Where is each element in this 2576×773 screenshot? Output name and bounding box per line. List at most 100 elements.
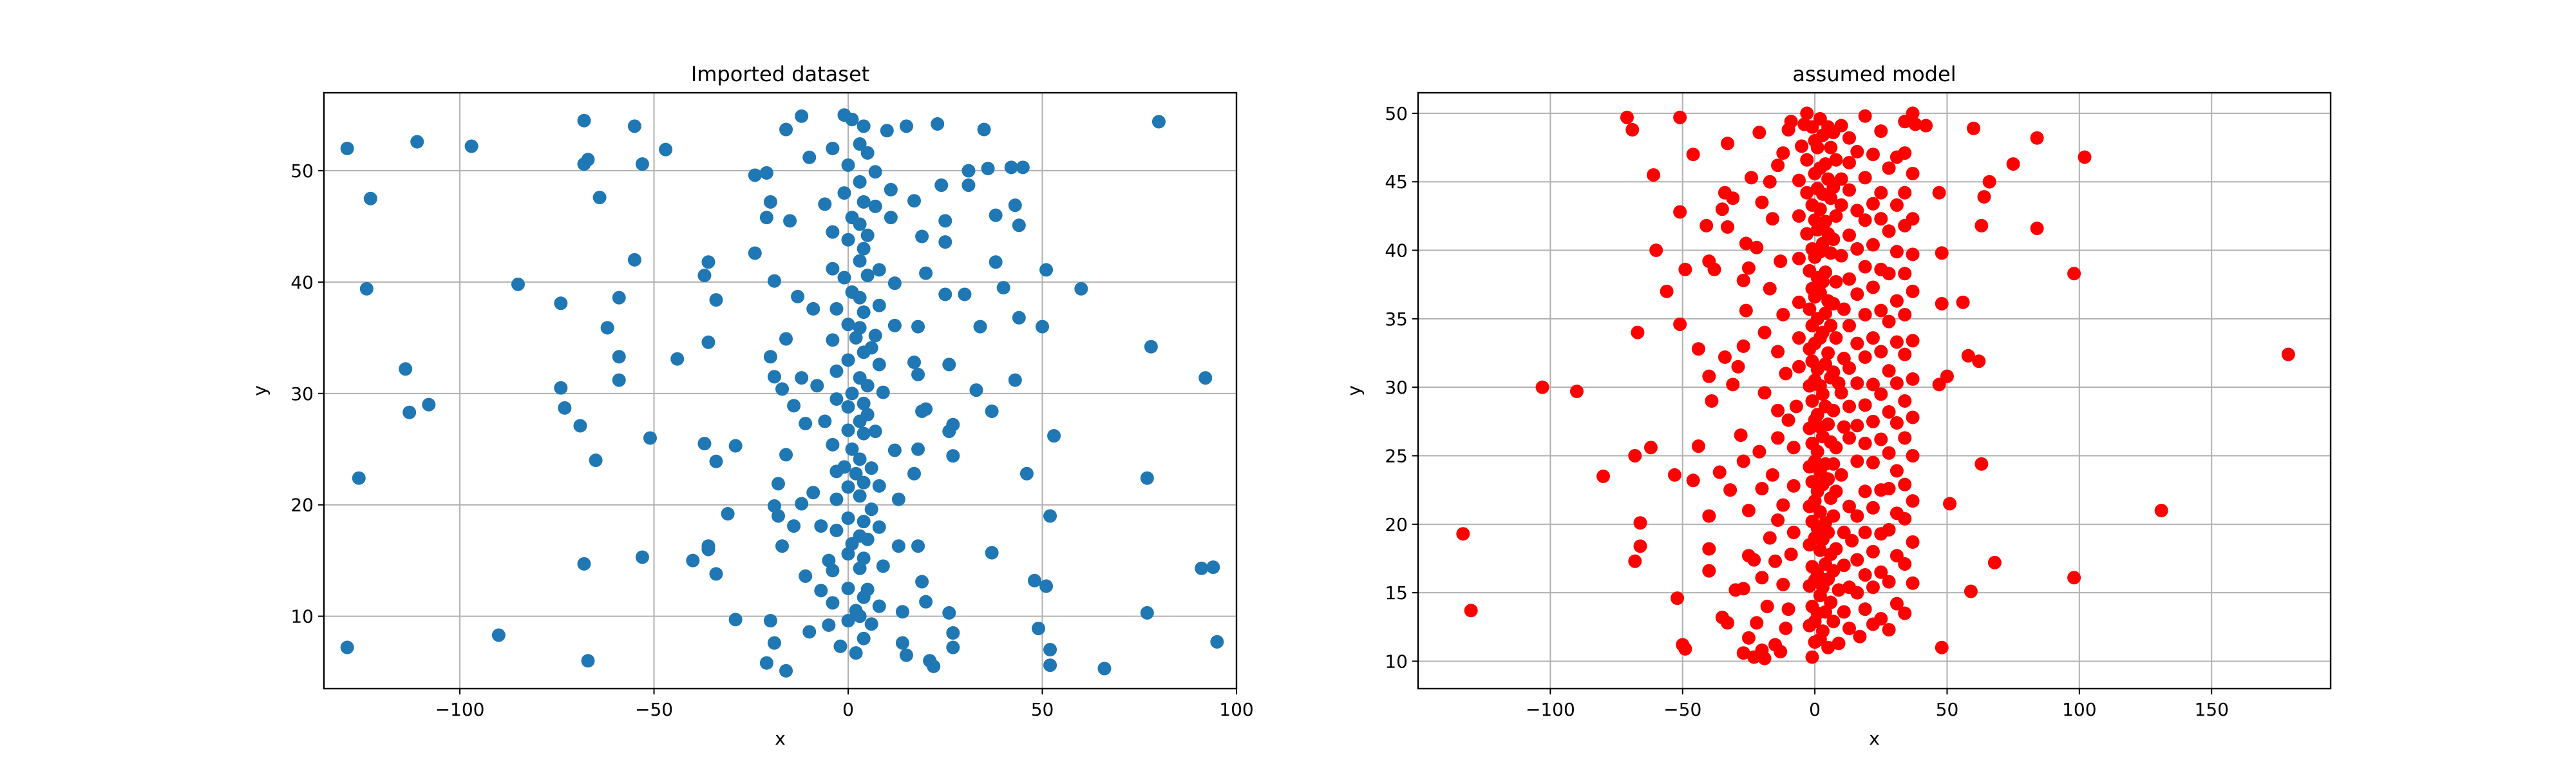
data-point [771, 509, 785, 523]
data-point [1649, 243, 1663, 258]
data-point [1702, 254, 1716, 269]
data-point [915, 575, 929, 589]
data-point [1628, 449, 1642, 463]
data-point [1789, 399, 1803, 414]
data-point [1898, 267, 1912, 281]
data-point [686, 553, 700, 568]
data-point [1898, 557, 1912, 571]
data-point [1898, 146, 1912, 160]
scatter-plot-assumed-model: −100 −50 0 50 100 150 10 15 20 25 30 35 40 45 50 assume… [1343, 62, 2332, 749]
data-point [989, 208, 1003, 222]
data-point [1866, 414, 1880, 428]
data-point [1874, 612, 1888, 626]
data-point [857, 631, 871, 645]
data-point [1898, 606, 1912, 620]
data-point [857, 426, 871, 441]
data-point [759, 656, 773, 670]
data-point [1842, 431, 1856, 445]
x-tick-label: 0 [842, 699, 854, 720]
data-point [864, 341, 878, 355]
data-point [1858, 350, 1872, 364]
data-point [592, 191, 607, 205]
data-point [795, 497, 809, 511]
data-point [779, 332, 793, 346]
data-point [826, 596, 840, 610]
data-point [635, 550, 649, 564]
data-point [1757, 325, 1772, 339]
data-point [709, 567, 723, 581]
x-axis-label: x [775, 728, 786, 749]
data-point [872, 520, 886, 534]
data-point [799, 417, 813, 431]
data-point [1842, 399, 1856, 414]
data-point [1755, 482, 1769, 496]
data-point [1784, 548, 1798, 562]
data-point [860, 582, 875, 596]
data-point [857, 119, 871, 133]
data-point [1898, 347, 1912, 361]
data-point [1195, 561, 1209, 575]
data-point [818, 197, 832, 211]
data-point [1144, 339, 1158, 354]
data-point [1956, 295, 1970, 309]
data-point [1628, 554, 1642, 568]
data-point [1678, 642, 1692, 656]
x-tick-label: 50 [1936, 699, 1959, 720]
data-point [857, 396, 871, 410]
data-point [1866, 377, 1880, 392]
data-point [915, 229, 929, 243]
data-point [969, 383, 983, 397]
data-point [1829, 153, 1843, 167]
data-point [1906, 334, 1920, 348]
data-point [787, 519, 801, 533]
data-point [1874, 212, 1888, 226]
data-point [857, 242, 871, 256]
data-point [1866, 238, 1880, 252]
data-point [1866, 196, 1880, 211]
data-point [887, 276, 902, 291]
data-point [887, 443, 902, 457]
data-point [1739, 236, 1753, 251]
data-point [1747, 553, 1761, 567]
data-point [1906, 106, 1920, 120]
data-point [845, 442, 859, 456]
data-point [1898, 431, 1912, 445]
data-point [1834, 468, 1848, 482]
data-point [1027, 573, 1041, 587]
data-point [1039, 263, 1054, 277]
data-point [1889, 415, 1904, 430]
data-point [1731, 359, 1745, 374]
data-point [1673, 110, 1687, 124]
data-point [1940, 369, 1954, 383]
data-point [1906, 247, 1920, 262]
data-point [853, 609, 867, 624]
data-point [872, 358, 886, 372]
data-point [577, 557, 591, 571]
data-point [795, 109, 809, 123]
data-point [806, 301, 820, 316]
data-point [1826, 509, 1841, 523]
data-point [1850, 204, 1864, 218]
data-point [907, 194, 922, 208]
data-point [1702, 369, 1716, 383]
data-point [1850, 454, 1864, 468]
data-point [1633, 516, 1647, 530]
data-point [1792, 295, 1806, 309]
data-point [837, 460, 851, 474]
data-point [1779, 621, 1793, 635]
data-point [841, 233, 855, 247]
data-point [845, 112, 859, 126]
data-point [872, 479, 886, 493]
data-point [985, 404, 999, 418]
data-point [1906, 284, 1920, 298]
data-point [1750, 240, 1764, 254]
data-point [1850, 144, 1864, 158]
data-point [748, 246, 762, 260]
data-point [1826, 457, 1841, 471]
data-point [1858, 602, 1872, 616]
data-point [1755, 643, 1769, 657]
data-point [1721, 220, 1735, 234]
data-point [1858, 398, 1872, 412]
data-point [1043, 509, 1057, 523]
data-point [1932, 186, 1946, 200]
